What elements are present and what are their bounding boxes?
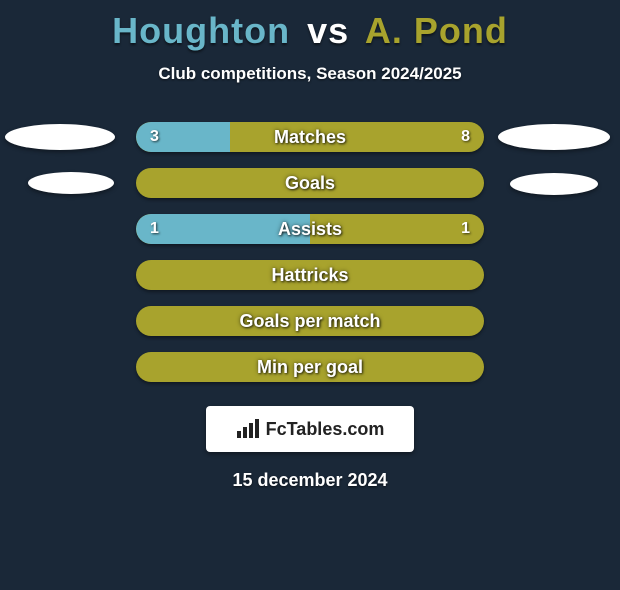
stat-bar: Min per goal — [136, 352, 484, 382]
stat-bar: Goals per match — [136, 306, 484, 336]
player2-name: A. Pond — [365, 10, 508, 51]
player2-photo-placeholder — [498, 124, 610, 150]
logo-text: FcTables.com — [266, 419, 385, 440]
stat-label: Goals per match — [136, 306, 484, 336]
stat-label: Matches — [136, 122, 484, 152]
stat-value-left: 1 — [150, 214, 159, 244]
logo-box: FcTables.com — [206, 406, 414, 452]
stat-label: Hattricks — [136, 260, 484, 290]
stat-row: Hattricks — [0, 252, 620, 298]
player1-photo-placeholder — [28, 172, 114, 194]
player1-photo-placeholder — [5, 124, 115, 150]
player2-photo-placeholder — [510, 173, 598, 195]
comparison-title: Houghton vs A. Pond — [0, 10, 620, 52]
subtitle: Club competitions, Season 2024/2025 — [0, 64, 620, 84]
stat-row: Min per goal — [0, 344, 620, 390]
fctables-logo: FcTables.com — [236, 419, 385, 440]
date-text: 15 december 2024 — [0, 470, 620, 491]
stat-value-right: 1 — [461, 214, 470, 244]
stat-bar: Matches3 8 — [136, 122, 484, 152]
stat-value-right: 8 — [461, 122, 470, 152]
stats-chart: Matches3 8 Goals Assists1 1 Hattricks Goals pe… — [0, 114, 620, 390]
stat-label: Goals — [136, 168, 484, 198]
stat-bar: Hattricks — [136, 260, 484, 290]
stat-row: Assists1 1 — [0, 206, 620, 252]
stat-row: Matches3 8 — [0, 114, 620, 160]
stat-label: Assists — [136, 214, 484, 244]
vs-text: vs — [307, 10, 349, 51]
stat-label: Min per goal — [136, 352, 484, 382]
stat-bar: Assists1 1 — [136, 214, 484, 244]
stat-value-left: 3 — [150, 122, 159, 152]
player1-name: Houghton — [112, 10, 290, 51]
stat-row: Goals — [0, 160, 620, 206]
stat-row: Goals per match — [0, 298, 620, 344]
stat-bar: Goals — [136, 168, 484, 198]
bars-icon — [236, 419, 260, 439]
